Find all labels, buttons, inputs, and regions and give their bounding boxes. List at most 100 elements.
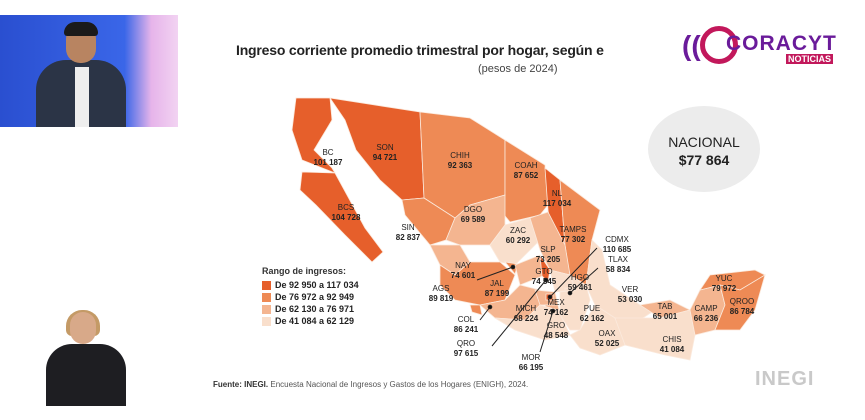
state-abbr: MEX xyxy=(547,298,565,307)
state-value: 104 728 xyxy=(332,213,361,222)
state-abbr: VER xyxy=(622,285,639,294)
leader-dot xyxy=(547,294,553,300)
logo-ring xyxy=(700,26,738,64)
state-value: 74 162 xyxy=(544,308,569,317)
national-average-badge: NACIONAL $77 864 xyxy=(648,106,760,192)
state-abbr: PUE xyxy=(584,304,600,313)
state-value: 41 084 xyxy=(660,345,685,354)
signal-icon: (( xyxy=(682,30,701,61)
legend-item: De 41 084 a 62 129 xyxy=(262,315,359,327)
logo-subtext: NOTICIAS xyxy=(786,54,834,64)
state-abbr: GTO xyxy=(535,267,552,276)
interpreter-body xyxy=(46,344,126,406)
map-title: Ingreso corriente promedio trimestral po… xyxy=(236,42,604,58)
leader-line xyxy=(569,267,599,294)
state-abbr: SLP xyxy=(540,245,555,254)
state-value: 86 241 xyxy=(454,325,479,334)
state-abbr: ZAC xyxy=(510,226,526,235)
source-text: Encuesta Nacional de Ingresos y Gastos d… xyxy=(270,380,529,389)
state-value: 73 205 xyxy=(536,255,561,264)
state-value: 92 363 xyxy=(448,161,473,170)
state-abbr: CHIH xyxy=(450,151,470,160)
state-value: 58 834 xyxy=(606,265,631,274)
leader-dot xyxy=(510,264,516,270)
state-abbr: HGO xyxy=(571,273,589,282)
legend-item: De 92 950 a 117 034 xyxy=(262,279,359,291)
state-value: 53 030 xyxy=(618,295,643,304)
state-value: 86 784 xyxy=(730,307,755,316)
leader-line xyxy=(476,266,514,281)
leader-line xyxy=(549,247,598,298)
state-abbr: COL xyxy=(458,315,475,324)
state-value: 89 819 xyxy=(429,294,454,303)
state-value: 52 025 xyxy=(595,339,620,348)
interpreter-head xyxy=(70,312,96,344)
source-label: Fuente: xyxy=(213,380,242,389)
state-abbr: COAH xyxy=(514,161,537,170)
state-value: 74 601 xyxy=(451,271,476,280)
speaker-shirt xyxy=(75,67,89,127)
source-org: INEGI. xyxy=(244,380,269,389)
leader-dot xyxy=(567,290,573,296)
state-abbr: MOR xyxy=(522,353,541,362)
state-abbr: CAMP xyxy=(694,304,717,313)
coracyt-logo: (( CORACYT NOTICIAS xyxy=(682,24,842,68)
leader-dot xyxy=(550,308,556,314)
state-value: 68 224 xyxy=(514,314,539,323)
legend: Rango de ingresos: De 92 950 a 117 034 De… xyxy=(262,266,359,327)
logo-text: CORACYT xyxy=(726,32,837,55)
state-gro xyxy=(494,304,571,341)
state-abbr: JAL xyxy=(490,279,504,288)
state-value: 59 461 xyxy=(568,283,593,292)
legend-item: De 76 972 a 92 949 xyxy=(262,291,359,303)
leader-line xyxy=(479,306,491,321)
state-pue xyxy=(559,274,591,331)
state-value: 110 685 xyxy=(603,245,632,254)
legend-swatch xyxy=(262,292,271,302)
state-coah xyxy=(499,139,549,223)
state-abbr: MICH xyxy=(516,304,537,313)
state-abbr: SON xyxy=(376,143,394,152)
state-value: 79 972 xyxy=(712,284,737,293)
leader-line xyxy=(491,279,547,347)
leader-dot xyxy=(487,304,493,310)
state-value: 69 589 xyxy=(461,215,486,224)
legend-title: Rango de ingresos: xyxy=(262,266,347,276)
legend-label: De 62 130 a 76 971 xyxy=(275,304,355,314)
state-abbr: CDMX xyxy=(605,235,629,244)
state-value: 117 034 xyxy=(543,199,572,208)
state-abbr: BCS xyxy=(338,203,354,212)
state-qroo xyxy=(714,274,766,331)
legend-item: De 62 130 a 76 971 xyxy=(262,303,359,315)
state-value: 101 187 xyxy=(314,158,343,167)
state-abbr: GRO xyxy=(547,321,565,330)
leader-dot xyxy=(543,277,549,283)
state-abbr: DGO xyxy=(464,205,482,214)
state-abbr: YUC xyxy=(716,274,733,283)
legend-label: De 76 972 a 92 949 xyxy=(275,292,355,302)
legend-swatch xyxy=(262,316,271,326)
state-abbr: NL xyxy=(552,189,563,198)
state-abbr: QROO xyxy=(730,297,754,306)
state-bcs xyxy=(299,171,384,263)
state-abbr: AGS xyxy=(433,284,450,293)
state-value: 82 837 xyxy=(396,233,421,242)
legend-label: De 92 950 a 117 034 xyxy=(275,280,359,290)
state-value: 65 001 xyxy=(653,312,678,321)
sign-language-interpreter xyxy=(40,310,130,406)
inegi-logo: INEGI xyxy=(755,368,815,390)
state-col xyxy=(469,304,483,316)
state-value: 97 615 xyxy=(454,349,479,358)
state-bc xyxy=(291,97,336,174)
state-value: 87 652 xyxy=(514,171,539,180)
state-abbr: QRO xyxy=(457,339,475,348)
legend-swatch xyxy=(262,304,271,314)
state-value: 87 199 xyxy=(485,289,510,298)
legend-label: De 41 084 a 62 129 xyxy=(275,316,355,326)
state-abbr: SIN xyxy=(401,223,415,232)
legend-swatch xyxy=(262,280,271,290)
speaker-hair xyxy=(64,22,98,36)
state-value: 60 292 xyxy=(506,236,531,245)
leader-line xyxy=(539,310,554,353)
state-abbr: CHIS xyxy=(662,335,681,344)
